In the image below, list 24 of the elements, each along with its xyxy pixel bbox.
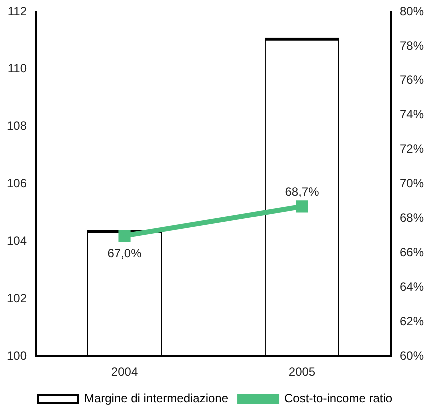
y2-tick-label: 62%	[400, 314, 424, 328]
y2-tick-label: 60%	[400, 348, 424, 363]
y2-tick-label: 68%	[400, 211, 424, 226]
y2-tick-label: 76%	[400, 73, 424, 88]
y-tick-label: 100	[6, 348, 28, 363]
y-tick-label: 112	[8, 4, 28, 18]
y2-tick-label: 70%	[400, 176, 424, 191]
y-tick-label: 110	[8, 62, 28, 76]
y2-tick-label: 64%	[400, 280, 424, 294]
x-tick-label: 2005	[288, 365, 316, 380]
legend-label: Cost-to-income ratio	[284, 391, 393, 406]
x-tick-label: 2004	[111, 365, 138, 380]
legend-label: Margine di intermediazione	[84, 391, 229, 406]
y2-tick-label: 80%	[400, 4, 424, 18]
y-tick-label: 102	[6, 291, 28, 306]
data-label: 67,0%	[108, 246, 142, 260]
data-label: 68,7%	[285, 185, 320, 200]
y-tick-label: 108	[6, 119, 28, 134]
y-tick-label: 106	[6, 176, 28, 191]
y2-tick-label: 78%	[400, 38, 424, 53]
y2-tick-label: 72%	[400, 142, 424, 156]
y-tick-label: 104	[6, 234, 28, 248]
y2-tick-label: 66%	[400, 246, 424, 260]
y2-tick-label: 74%	[400, 108, 424, 122]
